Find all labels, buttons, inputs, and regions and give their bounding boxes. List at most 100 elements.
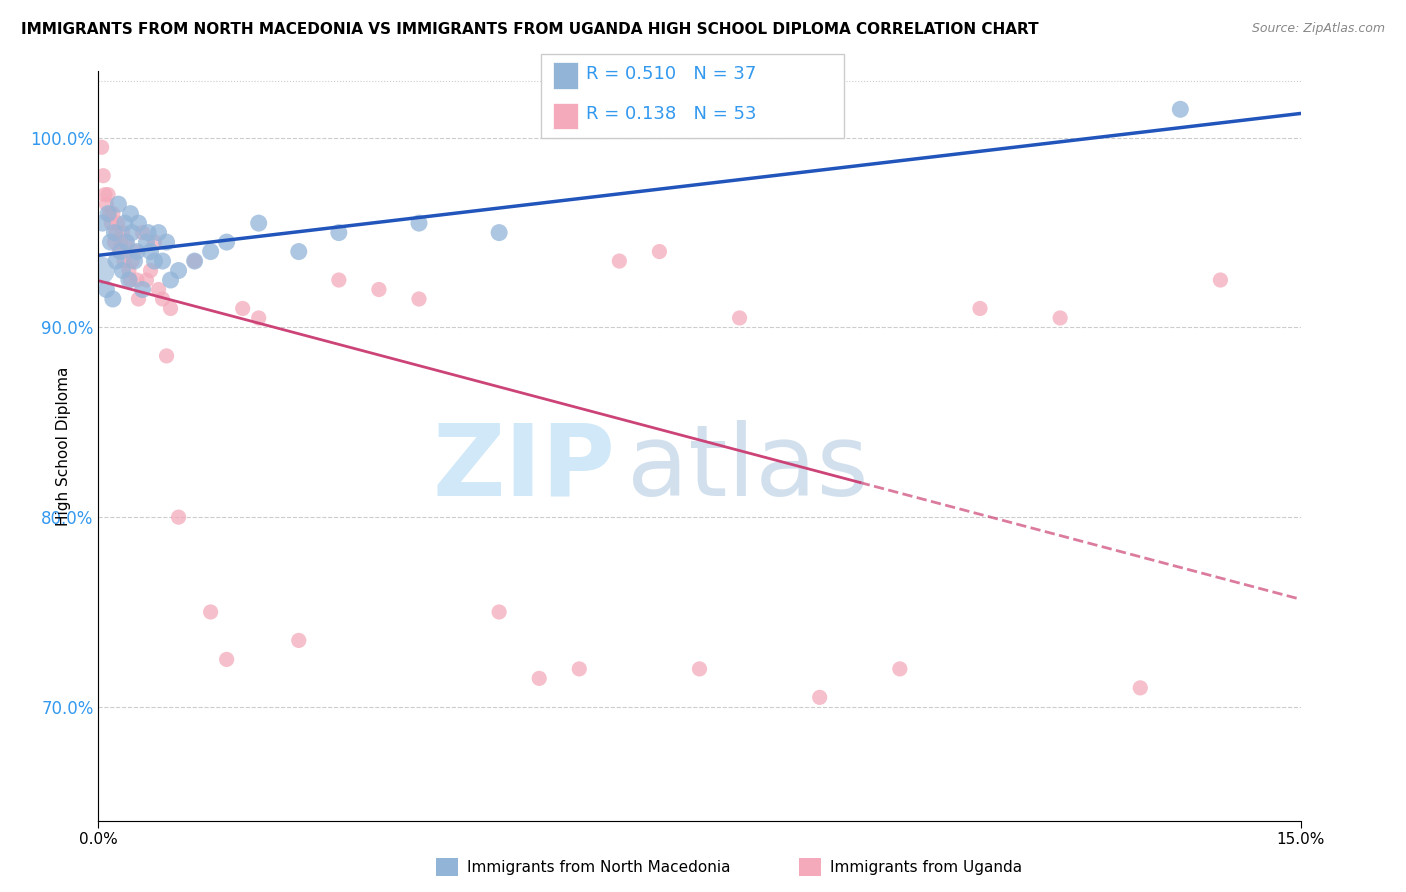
Text: Immigrants from Uganda: Immigrants from Uganda [830,860,1022,874]
Point [118,263,141,277]
Point [125,244,148,259]
Point [120,206,142,220]
Point [1209,273,1232,287]
Point [728,310,751,325]
Point [110,235,132,249]
Point [91,169,114,183]
Point [94,187,117,202]
Point [488,226,510,240]
Point [105,254,128,268]
Point [124,254,146,268]
Point [103,226,125,240]
Point [152,292,174,306]
Point [155,349,177,363]
Point [97,187,120,202]
Point [232,301,254,316]
Point [111,226,134,240]
Point [90,140,112,154]
Point [100,235,122,249]
Text: R = 0.510   N = 37: R = 0.510 N = 37 [586,65,756,83]
Point [115,235,138,249]
Text: R = 0.138   N = 53: R = 0.138 N = 53 [586,105,756,123]
Text: ZIP: ZIP [433,420,616,517]
Point [183,254,205,268]
Point [105,226,128,240]
Point [98,206,121,220]
Point [121,254,143,268]
Point [529,672,551,686]
Point [167,263,190,277]
Text: High School Diploma: High School Diploma [56,367,70,525]
Text: Source: ZipAtlas.com: Source: ZipAtlas.com [1251,22,1385,36]
Point [131,283,153,297]
Point [152,254,174,268]
Point [969,301,991,316]
Point [125,273,148,287]
Point [97,206,120,220]
Point [1129,681,1152,695]
Point [139,244,162,259]
Point [107,197,129,211]
Text: IMMIGRANTS FROM NORTH MACEDONIA VS IMMIGRANTS FROM UGANDA HIGH SCHOOL DIPLOMA CO: IMMIGRANTS FROM NORTH MACEDONIA VS IMMIG… [21,22,1039,37]
Point [328,273,350,287]
Point [159,301,181,316]
Point [90,263,112,277]
Text: atlas: atlas [627,420,869,517]
Point [101,292,124,306]
Point [889,662,911,676]
Point [103,235,125,249]
Point [159,273,181,287]
Text: Immigrants from North Macedonia: Immigrants from North Macedonia [467,860,730,874]
Point [112,254,135,268]
Point [148,226,170,240]
Point [648,244,671,259]
Point [136,226,159,240]
Point [568,662,591,676]
Point [609,254,631,268]
Point [124,244,146,259]
Point [100,216,122,230]
Point [110,244,132,259]
Point [135,273,157,287]
Point [1049,310,1071,325]
Point [114,216,136,230]
Point [128,292,150,306]
Point [101,206,124,220]
Point [408,216,430,230]
Point [488,605,510,619]
Point [143,235,166,249]
Point [247,310,270,325]
Point [1170,103,1192,117]
Point [808,690,831,705]
Point [328,226,350,240]
Point [287,244,309,259]
Point [139,263,162,277]
Point [111,263,134,277]
Point [143,254,166,268]
Point [107,216,129,230]
Point [155,235,177,249]
Point [247,216,270,230]
Point [215,652,238,666]
Point [167,510,190,524]
Point [118,273,141,287]
Point [148,283,170,297]
Point [183,254,205,268]
Point [121,226,143,240]
Point [120,273,142,287]
Point [215,235,238,249]
Point [91,216,114,230]
Point [96,283,118,297]
Point [287,633,309,648]
Point [368,283,391,297]
Point [408,292,430,306]
Point [200,605,222,619]
Point [135,235,157,249]
Point [115,235,138,249]
Point [108,244,131,259]
Point [128,216,150,230]
Point [131,226,153,240]
Point [688,662,710,676]
Point [96,197,118,211]
Point [200,244,222,259]
